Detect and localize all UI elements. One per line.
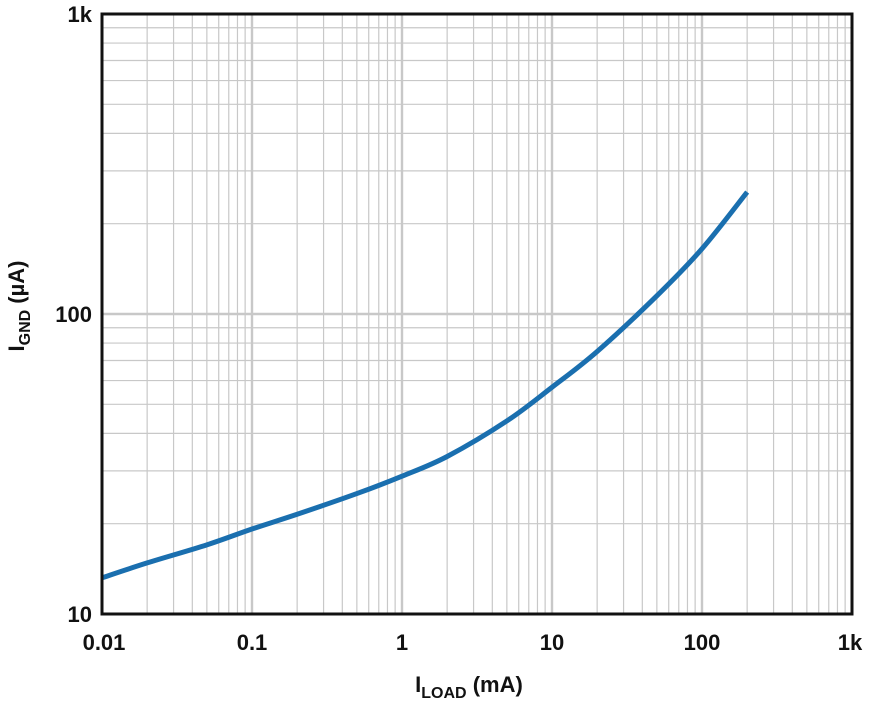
y-axis-label-subscript: GND xyxy=(17,310,34,346)
x-tick-label: 0.01 xyxy=(83,630,126,655)
series-line-0 xyxy=(101,190,750,581)
y-axis-label-main: I xyxy=(4,345,29,351)
series-layer xyxy=(101,190,750,581)
y-tick-label: 10 xyxy=(68,602,92,627)
x-tick-label: 10 xyxy=(540,630,564,655)
x-axis-label-unit: (mA) xyxy=(467,672,523,697)
x-tick-label: 0.1 xyxy=(237,630,268,655)
y-tick-labels: 10 100 1k xyxy=(55,2,92,627)
x-tick-labels: 0.01 0.1 1 10 100 1k xyxy=(83,630,863,655)
plot-frame xyxy=(100,12,854,616)
y-axis-label-unit: (µA) xyxy=(4,260,29,309)
x-tick-label: 1 xyxy=(396,630,408,655)
x-axis-label-main: I xyxy=(415,672,421,697)
y-axis-label: IGND (µA) xyxy=(4,260,34,351)
x-tick-label: 1k xyxy=(838,630,863,655)
x-axis-label-subscript: LOAD xyxy=(421,685,466,701)
x-tick-label: 100 xyxy=(684,630,721,655)
y-tick-label: 1k xyxy=(68,2,93,27)
x-axis-label: ILOAD (mA) xyxy=(415,672,523,701)
grid xyxy=(100,14,852,616)
y-tick-label: 100 xyxy=(55,302,92,327)
